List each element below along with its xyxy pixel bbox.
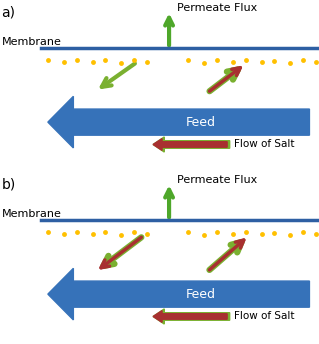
FancyArrow shape (153, 311, 227, 322)
FancyArrow shape (153, 137, 230, 152)
Text: Membrane: Membrane (2, 37, 62, 47)
Text: Flow of Salt: Flow of Salt (234, 311, 295, 322)
FancyArrow shape (48, 268, 309, 320)
Text: a): a) (2, 5, 16, 19)
Text: Flow of Salt: Flow of Salt (234, 139, 295, 150)
Text: Feed: Feed (186, 288, 216, 301)
Text: Permeate Flux: Permeate Flux (177, 3, 257, 13)
FancyArrow shape (153, 139, 227, 150)
FancyArrow shape (153, 309, 230, 324)
Text: b): b) (2, 177, 16, 191)
Text: Feed: Feed (186, 116, 216, 129)
FancyArrow shape (48, 96, 309, 148)
Text: Permeate Flux: Permeate Flux (177, 175, 257, 185)
Text: Membrane: Membrane (2, 209, 62, 219)
